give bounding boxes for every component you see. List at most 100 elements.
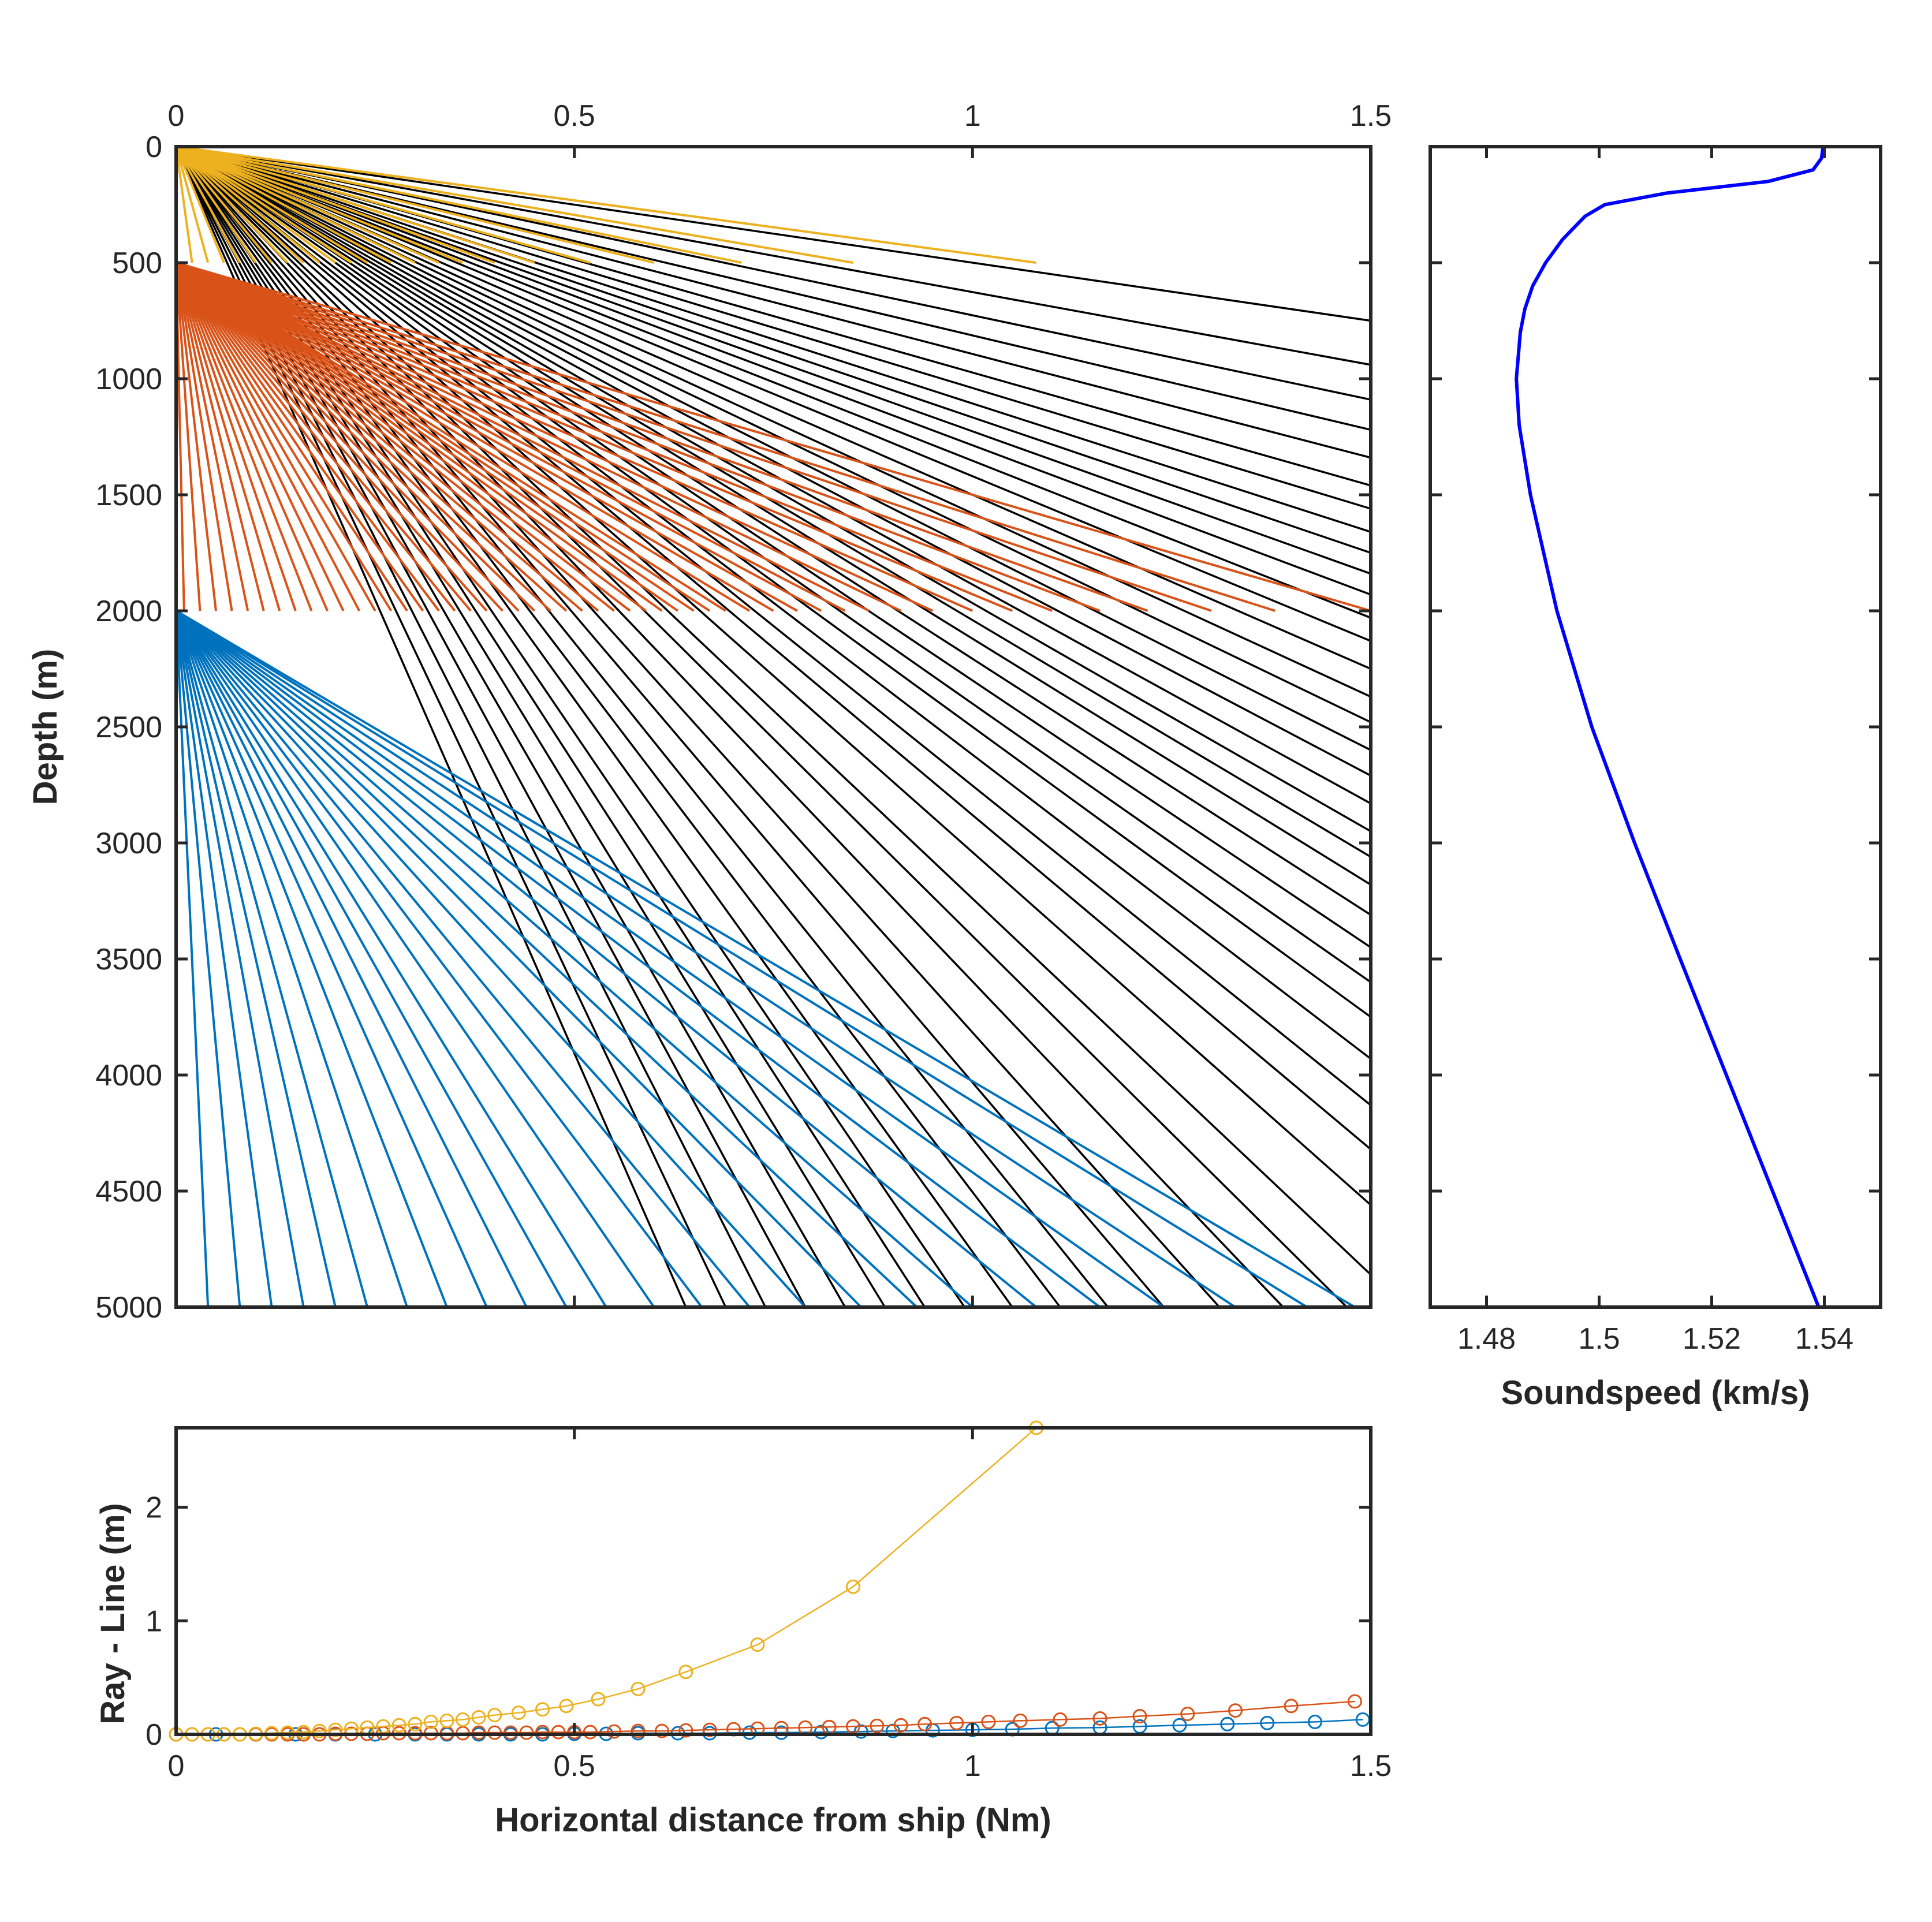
ray-minus-line-point bbox=[312, 1723, 327, 1738]
ray-path bbox=[176, 262, 798, 612]
x-tick-label: 1.52 bbox=[1683, 1322, 1741, 1356]
ray-path bbox=[176, 145, 495, 264]
x-tick-label: 1.5 bbox=[1350, 99, 1392, 133]
ray-minus-line-axes: 0 0.5 1 1.5 0 1 2 Horizontal distance from shi… bbox=[94, 1420, 1392, 1839]
ray-path bbox=[176, 262, 1013, 612]
ray-path bbox=[176, 262, 1212, 612]
straight-line-path bbox=[176, 145, 1371, 777]
ray-path bbox=[175, 145, 289, 264]
y-tick-label: 3000 bbox=[95, 827, 162, 860]
ray-minus-line-point bbox=[1013, 1713, 1028, 1728]
ray-path bbox=[175, 262, 631, 612]
straight-line-path bbox=[175, 146, 926, 1308]
straight-line-path bbox=[176, 145, 1371, 554]
ray-paths-y-axis-label: Depth (m) bbox=[27, 649, 64, 805]
ray-minus-line-point bbox=[439, 1713, 454, 1728]
ray-path bbox=[175, 610, 1037, 1308]
ray-path bbox=[175, 262, 695, 612]
ray-path bbox=[175, 610, 273, 1308]
y-tick-label: 1 bbox=[146, 1604, 162, 1638]
ray-path bbox=[176, 145, 742, 264]
straight-line-path bbox=[175, 145, 1165, 1308]
ray-path bbox=[175, 610, 408, 1308]
ray-path bbox=[175, 262, 615, 612]
ray-path bbox=[175, 610, 655, 1308]
ray-path bbox=[175, 145, 352, 264]
ray-minus-line-point bbox=[1092, 1711, 1107, 1726]
ray-path bbox=[175, 145, 337, 264]
ray-minus-line-point bbox=[678, 1665, 693, 1680]
ray-path bbox=[175, 610, 528, 1308]
ray-minus-line-point bbox=[1307, 1714, 1322, 1729]
ray-minus-line-point bbox=[559, 1699, 574, 1714]
ray-minus-line-point bbox=[845, 1579, 860, 1594]
x-tick-label: 1.5 bbox=[1350, 1749, 1392, 1783]
ray-path bbox=[176, 145, 439, 264]
ray-path bbox=[175, 262, 774, 612]
x-tick-label: 1.54 bbox=[1795, 1322, 1853, 1356]
ray-path bbox=[175, 146, 210, 263]
x-tick-label: 1 bbox=[964, 99, 981, 133]
straight-line-path bbox=[176, 145, 1371, 619]
ray-minus-line-point bbox=[814, 1725, 829, 1740]
x-tick-label: 1.48 bbox=[1457, 1322, 1516, 1356]
ray-paths-plot-area bbox=[175, 145, 1372, 1308]
ray-minus-line-point bbox=[1284, 1699, 1299, 1714]
sound-speed-axes: 1.48 1.5 1.52 1.54 Soundspeed (km/s) bbox=[1429, 145, 1882, 1412]
sound-speed-plot-area bbox=[1515, 146, 1825, 1308]
x-tick-label: 1 bbox=[964, 1749, 981, 1783]
ray-minus-line-point bbox=[702, 1722, 717, 1737]
straight-line-path bbox=[176, 145, 1371, 858]
ray-path bbox=[175, 262, 663, 612]
straight-line-path bbox=[176, 145, 1371, 366]
y-tick-label: 1000 bbox=[95, 363, 162, 396]
ray-path bbox=[175, 262, 233, 611]
ray-path bbox=[175, 262, 711, 612]
sound-speed-x-axis-label: Soundspeed (km/s) bbox=[1501, 1374, 1810, 1412]
x-tick-label: 0.5 bbox=[554, 99, 595, 133]
ray-path bbox=[175, 610, 1356, 1308]
ray-path bbox=[175, 262, 424, 612]
ray-minus-line-x-axis-label: Horizontal distance from ship (Nm) bbox=[495, 1801, 1051, 1839]
ray-path bbox=[176, 262, 846, 612]
ray-path bbox=[175, 146, 225, 263]
ray-path bbox=[175, 145, 257, 264]
ray-minus-line-point bbox=[853, 1724, 868, 1739]
straight-line-path bbox=[176, 145, 1371, 642]
y-tick-label: 2000 bbox=[95, 595, 162, 628]
y-tick-label: 5000 bbox=[95, 1291, 162, 1324]
ray-minus-line-point bbox=[551, 1725, 566, 1740]
straight-line-path bbox=[176, 145, 1371, 751]
ray-path bbox=[175, 610, 974, 1308]
straight-line-path bbox=[176, 145, 1371, 459]
ray-minus-line-point bbox=[1132, 1709, 1147, 1724]
ray-path bbox=[175, 262, 345, 611]
y-tick-label: 0 bbox=[146, 1718, 162, 1752]
y-tick-label: 4000 bbox=[95, 1059, 162, 1092]
straight-line-path bbox=[175, 145, 1372, 1106]
ray-path bbox=[176, 145, 591, 264]
ray-path bbox=[175, 610, 337, 1308]
ray-path bbox=[175, 262, 583, 612]
y-tick-label: 3500 bbox=[95, 943, 162, 976]
ray-path bbox=[175, 262, 520, 612]
ray-path bbox=[175, 262, 361, 611]
ray-minus-line-frame bbox=[174, 1426, 1372, 1736]
ray-path bbox=[175, 262, 281, 611]
straight-line-path bbox=[175, 145, 1372, 1060]
ray-minus-line-point bbox=[917, 1716, 933, 1731]
ray-path bbox=[175, 262, 568, 612]
x-tick-label: 0 bbox=[168, 1749, 185, 1783]
ray-path bbox=[175, 610, 862, 1308]
ray-path bbox=[176, 145, 416, 264]
ray-path bbox=[175, 262, 599, 612]
ray-path bbox=[175, 146, 193, 263]
ray-minus-line-point bbox=[1172, 1718, 1187, 1733]
ray-path bbox=[175, 262, 265, 611]
ray-path bbox=[175, 145, 305, 264]
ray-minus-line-point bbox=[1220, 1716, 1235, 1731]
ray-path bbox=[175, 262, 488, 612]
x-tick-label: 0.5 bbox=[554, 1749, 595, 1783]
y-tick-label: 500 bbox=[112, 247, 162, 280]
ray-path bbox=[175, 262, 408, 612]
